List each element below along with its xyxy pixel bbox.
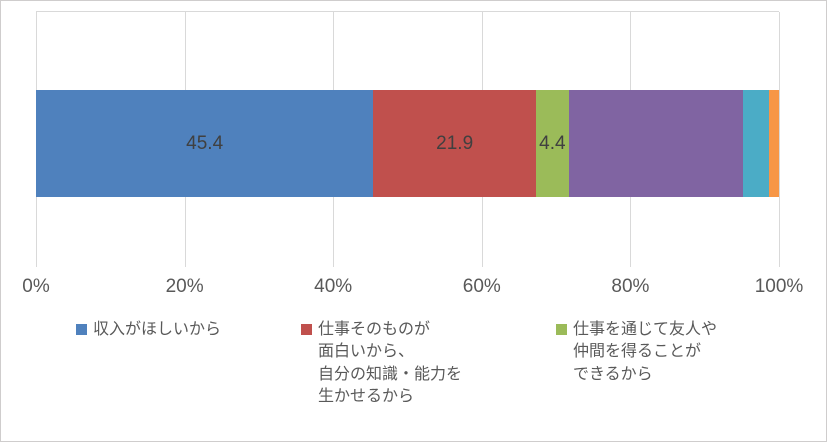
- legend-item-label: 仕事を通じて友人や 仲間を得ることが できるから: [573, 321, 718, 383]
- plot-area: 45.4 21.9 4.4: [36, 11, 780, 267]
- bar-segment: 45.4: [36, 90, 374, 197]
- gridline: [779, 12, 780, 267]
- x-axis-tick-label: 20%: [165, 276, 204, 297]
- bar-segment: 21.9: [373, 90, 537, 197]
- legend-swatch: [556, 324, 567, 335]
- bar-segment-label: 21.9: [436, 132, 474, 154]
- bar-segment-label: 4.4: [539, 132, 566, 154]
- x-axis-tick-label: 80%: [611, 276, 650, 297]
- x-axis: 0% 20% 40% 60% 80% 100%: [22, 276, 803, 302]
- x-axis-tick-label: 60%: [462, 276, 501, 297]
- stacked-bar: 45.4 21.9 4.4: [36, 90, 779, 197]
- legend-item: 収入がほしいから: [76, 319, 221, 341]
- legend: 収入がほしいから 仕事そのものが 面白いから、 自分の知識・能力を 生かせるから…: [1, 319, 826, 441]
- legend-swatch: [301, 324, 312, 335]
- legend-item-label: 仕事そのものが 面白いから、 自分の知識・能力を 生かせるから: [318, 321, 463, 406]
- x-axis-tick-label: 100%: [754, 276, 804, 297]
- legend-item: 仕事そのものが 面白いから、 自分の知識・能力を 生かせるから: [301, 319, 462, 409]
- legend-swatch: [76, 324, 87, 335]
- bar-segment: [768, 90, 779, 197]
- x-axis-tick-label: 0%: [22, 276, 50, 297]
- bar-segment: [743, 90, 769, 197]
- bar-segment: 4.4: [536, 90, 569, 197]
- legend-item: 仕事を通じて友人や 仲間を得ることが できるから: [556, 319, 717, 386]
- bar-segment-label: 45.4: [186, 132, 224, 154]
- x-axis-tick-label: 40%: [314, 276, 353, 297]
- bar-segment: [568, 90, 744, 197]
- legend-item-label: 収入がほしいから: [93, 321, 222, 338]
